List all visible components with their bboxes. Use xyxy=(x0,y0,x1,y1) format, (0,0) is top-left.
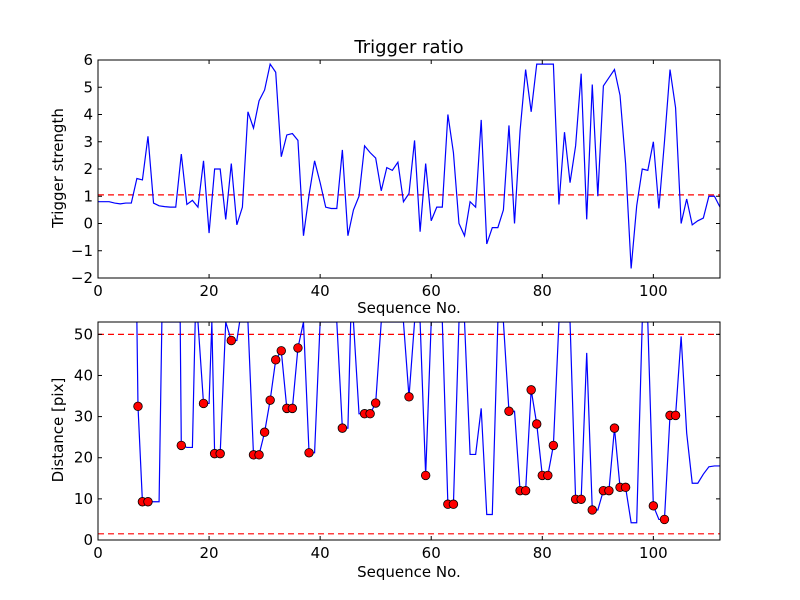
data-point xyxy=(576,494,586,504)
data-point xyxy=(370,398,381,408)
data-point xyxy=(287,403,298,414)
data-point xyxy=(609,423,620,433)
plot-area xyxy=(98,322,720,540)
y-tick-label: 50 xyxy=(74,325,93,343)
data-point xyxy=(404,392,414,402)
y-tick-label: 4 xyxy=(83,106,93,124)
y-tick-label: 5 xyxy=(83,78,93,96)
x-tick-label: 0 xyxy=(93,282,103,300)
data-point xyxy=(133,401,143,412)
data-point xyxy=(304,448,314,458)
data-point xyxy=(176,440,187,451)
y-tick-label: 3 xyxy=(83,133,93,151)
plot-frame xyxy=(97,321,721,541)
x-axis-label: Sequence No. xyxy=(357,299,461,317)
x-tick-label: 40 xyxy=(311,544,330,562)
x-tick-label: 80 xyxy=(533,282,552,300)
distance-chart: Sequence No. Distance [pix] 0 20 40 60 80 100… xyxy=(49,321,721,581)
data-point xyxy=(659,514,670,525)
chart-title: Trigger ratio xyxy=(353,37,463,58)
data-point xyxy=(532,419,542,429)
data-point xyxy=(587,505,597,515)
data-point xyxy=(548,440,559,451)
x-tick-label: 100 xyxy=(639,544,668,562)
y-tick-label: 0 xyxy=(83,531,93,549)
data-point xyxy=(254,450,264,460)
x-tick-label: 0 xyxy=(93,544,103,562)
y-tick-label: −1 xyxy=(71,242,93,260)
data-point xyxy=(143,497,153,507)
plot-area xyxy=(98,60,720,278)
y-tick-label: 30 xyxy=(74,408,93,426)
x-tick-label: 100 xyxy=(639,282,668,300)
x-axis-label: Sequence No. xyxy=(357,563,461,581)
data-point xyxy=(293,343,303,353)
data-point xyxy=(526,385,536,395)
data-point xyxy=(543,470,553,481)
x-tick-label: 60 xyxy=(422,282,441,300)
y-tick-label: 2 xyxy=(83,160,93,178)
y-tick-label: 40 xyxy=(74,366,93,384)
data-point xyxy=(620,482,631,493)
series-line xyxy=(98,62,720,269)
data-point xyxy=(604,485,614,496)
y-tick-label: −2 xyxy=(71,269,93,287)
data-point xyxy=(504,406,514,416)
data-point xyxy=(198,398,209,409)
data-point xyxy=(265,395,275,405)
y-tick-label: 20 xyxy=(74,449,93,467)
data-point xyxy=(215,448,225,459)
y-tick-label: 1 xyxy=(83,187,93,205)
x-tick-label: 20 xyxy=(200,544,219,562)
data-point xyxy=(337,423,348,433)
y-tick-label: 0 xyxy=(83,215,93,233)
data-point xyxy=(365,409,375,419)
data-point xyxy=(670,410,681,421)
data-point xyxy=(648,501,659,511)
data-point xyxy=(448,499,459,509)
x-tick-label: 80 xyxy=(533,544,552,562)
data-point xyxy=(520,485,531,496)
data-point xyxy=(226,335,236,346)
x-tick-label: 20 xyxy=(200,282,219,300)
y-tick-label: 10 xyxy=(74,490,93,508)
y-tick-label: 6 xyxy=(83,51,93,69)
trigger-ratio-chart: Trigger ratio Sequence No. Trigger stren… xyxy=(49,37,721,317)
y-axis-label: Distance [pix] xyxy=(49,378,67,483)
data-point xyxy=(271,355,281,365)
y-axis-label: Trigger strength xyxy=(49,108,67,229)
x-tick-label: 40 xyxy=(311,282,330,300)
x-tick-label: 60 xyxy=(422,544,441,562)
data-point xyxy=(276,346,286,356)
data-point xyxy=(420,470,431,481)
data-point xyxy=(259,427,270,437)
